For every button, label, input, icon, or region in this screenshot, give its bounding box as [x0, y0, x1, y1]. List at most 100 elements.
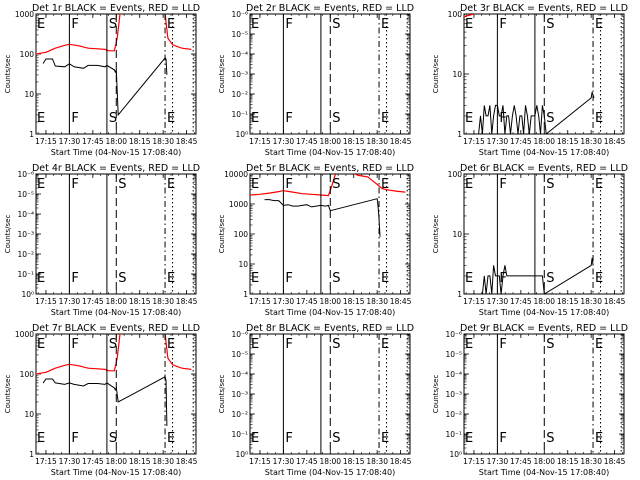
x-tick-label: 18:45 [176, 137, 198, 146]
chart-panel-1: Det 1r BLACK = Events, RED = LLD Counts/s… [4, 3, 200, 157]
x-tick-label: 18:00 [319, 297, 341, 306]
chart-title: Det 8r BLACK = Events, RED = LLD [246, 323, 414, 334]
y-tick-label: 10⁻⁶ [231, 10, 248, 19]
y-tick-label: 10⁻² [17, 250, 34, 259]
x-tick-label: 18:15 [343, 137, 365, 146]
y-tick-label: 10⁻⁴ [231, 50, 248, 59]
chart-panel-9: Det 9r BLACK = Events, RED = LLD Counts/s… [432, 323, 628, 477]
x-tick-label: 17:15 [463, 457, 485, 466]
edge-marker-label-top: E [37, 17, 45, 32]
series-group [36, 14, 192, 117]
y-axis-label: Counts/sec [432, 55, 440, 94]
events-series-line [42, 57, 168, 117]
x-tick-label: 17:30 [273, 457, 295, 466]
y-tick-label: 10⁻¹ [17, 270, 34, 279]
y-tick-label: 1000 [229, 200, 248, 209]
y-tick-label: 10 [24, 90, 34, 99]
y-tick-label: 10 [24, 410, 34, 419]
event-marker-label-top: E [595, 337, 603, 352]
y-axis-label: Counts/sec [4, 375, 12, 414]
chart-title: Det 2r BLACK = Events, RED = LLD [246, 3, 414, 14]
x-tick-label: 18:30 [366, 457, 388, 466]
x-tick-label: 18:45 [390, 137, 412, 146]
chart-panel-7: Det 7r BLACK = Events, RED = LLD Counts/s… [4, 323, 200, 477]
y-tick-label: 10⁻⁵ [231, 30, 248, 39]
y-tick-label: 10⁰ [21, 290, 34, 299]
y-tick-label: 1 [29, 450, 34, 459]
y-tick-label: 10⁻³ [231, 70, 248, 79]
x-tick-label: 17:30 [487, 457, 509, 466]
x-axis-label: Start Time (04-Nov-15 17:08:40) [265, 148, 395, 157]
edge-marker-label: E [465, 271, 473, 286]
y-tick-label: 1 [457, 290, 462, 299]
x-tick-label: 17:45 [296, 297, 318, 306]
y-tick-label: 10⁻⁴ [231, 370, 248, 379]
event-marker-label: E [595, 271, 603, 286]
x-tick-label: 18:45 [604, 457, 626, 466]
event-marker-label-top: F [285, 177, 292, 192]
event-marker-label: E [167, 111, 175, 126]
chart-title: Det 4r BLACK = Events, RED = LLD [32, 163, 200, 174]
x-tick-label: 17:30 [273, 137, 295, 146]
event-marker-label: E [595, 111, 603, 126]
x-tick-label: 17:45 [82, 457, 104, 466]
edge-marker-label-top: E [251, 177, 259, 192]
chart-title: Det 5r BLACK = Events, RED = LLD [246, 163, 414, 174]
x-tick-label: 18:15 [343, 457, 365, 466]
event-marker-label-top: S [109, 337, 117, 352]
event-marker-label: E [595, 431, 603, 446]
event-marker-label: F [499, 431, 506, 446]
y-tick-label: 10⁻¹ [445, 430, 462, 439]
event-marker-label-top: F [285, 17, 292, 32]
x-axis-label: Start Time (04-Nov-15 17:08:40) [51, 148, 181, 157]
y-tick-label: 10 [452, 230, 462, 239]
x-tick-label: 18:15 [557, 457, 579, 466]
chart-panel-3: Det 3r BLACK = Events, RED = LLD Counts/s… [432, 3, 628, 157]
x-tick-label: 18:30 [580, 297, 602, 306]
event-marker-label-top: S [109, 17, 117, 32]
x-tick-label: 17:45 [510, 457, 532, 466]
x-tick-label: 18:15 [129, 297, 151, 306]
events-series-line [42, 376, 168, 427]
edge-marker-label-top: E [37, 337, 45, 352]
y-tick-label: 10⁻² [231, 410, 248, 419]
series-group [36, 334, 192, 427]
event-marker-label: S [332, 111, 340, 126]
event-marker-label-top: F [499, 17, 506, 32]
y-tick-label: 10⁻⁶ [17, 170, 34, 179]
y-tick-label: 10⁻² [445, 410, 462, 419]
y-axis-label: Counts/sec [218, 375, 226, 414]
x-tick-label: 18:00 [105, 137, 127, 146]
y-tick-label: 10⁰ [235, 450, 248, 459]
event-marker-label: F [285, 431, 292, 446]
y-tick-label: 10⁻⁶ [445, 330, 462, 339]
event-marker-label-top: F [71, 177, 78, 192]
y-tick-label: 1 [457, 130, 462, 139]
event-marker-label: S [332, 431, 340, 446]
x-tick-label: 17:45 [510, 137, 532, 146]
chart-title: Det 6r BLACK = Events, RED = LLD [460, 163, 628, 174]
event-marker-label-top: F [71, 17, 78, 32]
y-tick-label: 1000 [15, 10, 34, 19]
y-tick-label: 10⁻³ [231, 390, 248, 399]
event-marker-label-top: E [595, 17, 603, 32]
y-axis-label: Counts/sec [432, 215, 440, 254]
x-tick-label: 17:30 [59, 457, 81, 466]
event-marker-label-top: S [332, 337, 340, 352]
x-axis-label: Start Time (04-Nov-15 17:08:40) [479, 308, 609, 317]
x-axis-label: Start Time (04-Nov-15 17:08:40) [265, 308, 395, 317]
x-tick-label: 18:30 [366, 137, 388, 146]
chart-panel-4: Det 4r BLACK = Events, RED = LLD Counts/s… [4, 163, 200, 317]
events-series-line [264, 198, 381, 237]
x-tick-label: 17:30 [59, 297, 81, 306]
x-tick-label: 18:00 [105, 457, 127, 466]
event-marker-label: F [71, 271, 78, 286]
y-axis-label: Counts/sec [4, 55, 12, 94]
y-tick-label: 10⁻³ [17, 230, 34, 239]
event-marker-label-top: F [71, 337, 78, 352]
event-marker-label: E [167, 431, 175, 446]
x-tick-label: 17:45 [510, 297, 532, 306]
chart-panel-2: Det 2r BLACK = Events, RED = LLD Counts/s… [218, 3, 414, 157]
x-axis-label: Start Time (04-Nov-15 17:08:40) [479, 468, 609, 477]
x-tick-label: 17:45 [296, 137, 318, 146]
